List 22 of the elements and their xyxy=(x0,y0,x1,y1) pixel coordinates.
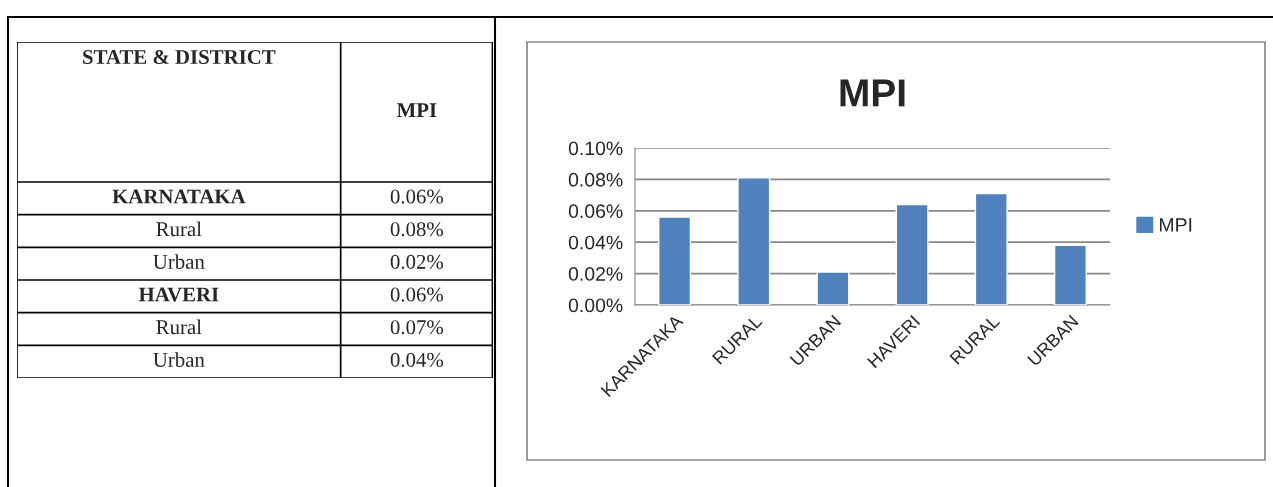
text: 0.06% xyxy=(390,287,444,302)
text: 0.07% xyxy=(390,320,444,335)
text: MPI xyxy=(396,103,437,118)
y-tick-label: 0.08% xyxy=(568,172,623,187)
text: HAVERI xyxy=(138,287,219,302)
y-tick-label: 0.06% xyxy=(568,204,623,219)
text: 0.08% xyxy=(390,222,444,237)
text: STATE & DISTRICT xyxy=(83,49,276,65)
legend-label: MPI xyxy=(1159,218,1192,232)
text: KARNATAKA xyxy=(112,189,246,204)
chart-title: MPI xyxy=(840,79,905,107)
y-tick-label: 0.00% xyxy=(568,298,623,313)
text: Urban xyxy=(153,254,205,269)
text: 0.06% xyxy=(390,189,444,204)
text: Rural xyxy=(156,319,202,335)
text: Rural xyxy=(156,221,202,237)
text: 0.04% xyxy=(390,352,444,367)
y-tick-label: 0.02% xyxy=(568,267,623,281)
text: 0.02% xyxy=(390,254,444,269)
y-tick-label: 0.04% xyxy=(568,235,623,250)
y-tick-label: 0.10% xyxy=(568,141,623,156)
text: Urban xyxy=(153,352,205,367)
